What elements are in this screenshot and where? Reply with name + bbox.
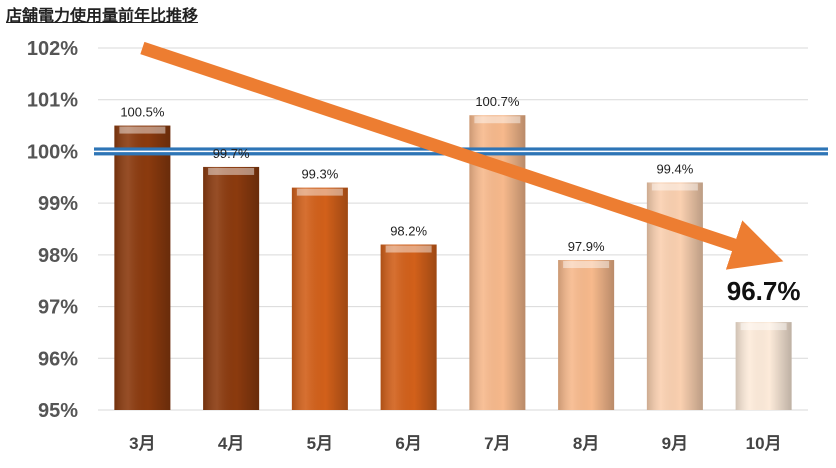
x-tick-label: 5月 [307, 434, 333, 453]
bar-shading [380, 244, 437, 410]
y-tick-label: 101% [27, 90, 78, 112]
x-tick-label: 9月 [662, 434, 688, 453]
bar-bevel [296, 188, 343, 196]
data-label: 96.7% [727, 276, 801, 306]
trend-arrow [140, 41, 784, 270]
y-tick-label: 102% [27, 38, 78, 60]
data-labels: 100.5% 99.7% 99.3% 98.2% 100.7% 97.9% 99.4% 96.… [120, 94, 800, 306]
data-label: 99.4% [656, 161, 693, 176]
trend-arrow-group [140, 41, 784, 270]
x-tick-label: 6月 [395, 434, 421, 453]
chart-title: 店舗電力使用量前年比推移 [6, 6, 199, 25]
bar-bevel [651, 183, 698, 191]
data-label: 99.7% [213, 146, 250, 161]
data-label: 99.3% [301, 167, 338, 182]
data-label: 98.2% [390, 224, 427, 239]
bar-shading [114, 125, 171, 411]
x-tick-label: 4月 [218, 434, 244, 453]
bar-bevel [563, 261, 610, 269]
y-tick-label: 98% [38, 245, 78, 267]
x-tick-label: 10月 [746, 434, 782, 453]
y-tick-label: 97% [38, 297, 78, 319]
y-axis-ticks: 95% 96% 97% 98% 99% 100% 101% 102% [27, 38, 78, 422]
data-label: 100.7% [475, 94, 520, 109]
bar-shading [735, 322, 792, 410]
data-label: 100.5% [120, 105, 165, 120]
y-tick-label: 100% [27, 141, 78, 163]
bar-bevel [740, 323, 787, 331]
x-tick-label: 8月 [573, 434, 599, 453]
y-tick-label: 95% [38, 400, 78, 422]
bar-bevel [474, 116, 521, 124]
bar-shading [291, 187, 348, 410]
data-label: 97.9% [568, 239, 605, 254]
bar-bevel [208, 167, 255, 175]
bar-bevel [385, 245, 432, 253]
x-tick-label: 7月 [484, 434, 510, 453]
y-tick-label: 96% [38, 348, 78, 370]
x-axis-ticks: 3月 4月 5月 6月 7月 8月 9月 10月 [129, 434, 781, 453]
bar-bevel [119, 126, 166, 134]
bar-shading [203, 166, 260, 410]
x-tick-label: 3月 [129, 434, 155, 453]
y-tick-label: 99% [38, 193, 78, 215]
bars [114, 115, 792, 411]
bar-shading [558, 260, 615, 410]
